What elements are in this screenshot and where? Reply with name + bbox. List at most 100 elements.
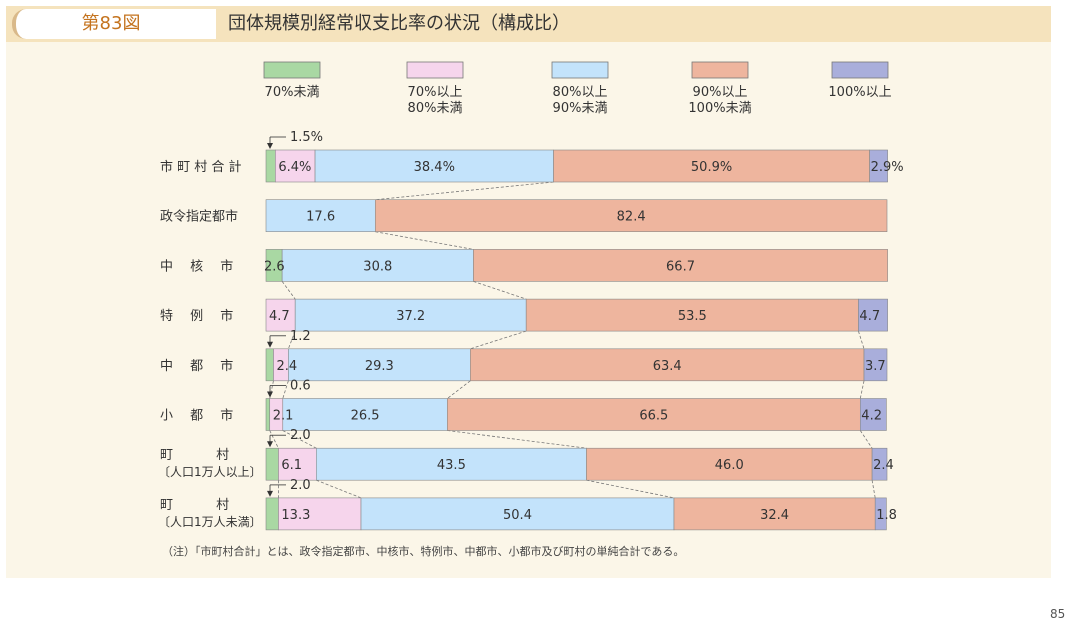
bar-value-label: 43.5: [437, 458, 466, 473]
bar-value-label: 3.7: [865, 359, 886, 374]
connector-line: [586, 479, 675, 499]
bar-value-label: 37.2: [396, 309, 425, 324]
bar-segment: [871, 447, 888, 481]
callout-arrow-head: [267, 341, 273, 348]
bar-value-label: 46.0: [715, 458, 744, 473]
connector-line: [375, 181, 554, 201]
bar-segment: [374, 199, 888, 232]
callout-arrow-head: [267, 391, 273, 398]
bar-value-label: 4.2: [861, 409, 882, 424]
connector-line: [282, 430, 317, 449]
bar-value-label: 29.3: [365, 359, 394, 374]
legend-swatch-3: [551, 61, 609, 79]
bar-segment: [265, 149, 276, 183]
chart-panel: [6, 6, 1051, 578]
connector-line: [858, 330, 865, 349]
bar-segment: [874, 497, 887, 531]
bar-segment: [275, 149, 316, 183]
connector-line: [473, 281, 527, 300]
bar-value-label: 2.4: [873, 458, 894, 473]
connector-line: [269, 430, 279, 449]
bar-segment: [281, 249, 474, 282]
bar-value-label: 2.1: [273, 409, 294, 424]
callout-value-label: 2.0: [290, 428, 311, 443]
bar-segment: [265, 199, 376, 232]
category-label: 中 都 市: [160, 358, 233, 374]
category-label: 町 村: [160, 448, 229, 463]
figure-number-tab: 第83図: [12, 9, 216, 39]
bar-segment: [858, 298, 888, 332]
legend-swatch-5: [831, 61, 889, 79]
bar-value-label: 32.4: [760, 508, 789, 523]
callout-arrow-head: [267, 441, 273, 448]
bar-segment: [278, 497, 362, 531]
category-label: 特 例 市: [160, 308, 233, 324]
bar-segment: [265, 447, 279, 481]
bar-segment: [294, 298, 527, 332]
bar-segment: [525, 298, 859, 332]
bar-value-label: 66.7: [666, 259, 695, 274]
bar-segment: [447, 398, 861, 431]
callout-value-label: 0.6: [290, 379, 311, 394]
footnote: （注）「市町村合計」とは、政令指定都市、中核市、特例市、中都市、小都市及び町村の…: [162, 545, 685, 558]
category-label: 政令指定都市: [160, 209, 238, 225]
legend-label: 70%未満: [265, 85, 320, 100]
legend-swatch-1: [263, 61, 321, 79]
bar-value-label: 63.4: [653, 359, 682, 374]
legend-swatch-4: [691, 61, 749, 79]
bar-value-label: 13.3: [281, 508, 310, 523]
figure-title: 団体規模別経常収支比率の状況（構成比）: [228, 13, 570, 34]
bar-value-label: 6.1: [281, 458, 302, 473]
category-label: 小 都 市: [160, 408, 233, 424]
category-sublabel: 〔人口1万人以上〕: [158, 465, 262, 479]
bar-value-label: 17.6: [306, 210, 335, 225]
connector-line: [282, 380, 289, 399]
legend-label: 80%以上: [553, 85, 608, 100]
bar-segment: [863, 348, 888, 382]
bar-segment: [278, 447, 317, 481]
bar-value-label: 26.5: [351, 409, 380, 424]
connector-line: [281, 281, 296, 300]
bar-value-label: 4.7: [859, 309, 880, 324]
category-label: 市 町 村 合 計: [160, 159, 242, 175]
connector-line: [447, 430, 587, 449]
legend-swatch-2: [406, 61, 464, 79]
bar-segment: [673, 497, 876, 531]
callout-arrow-head: [267, 490, 273, 497]
bar-segment: [316, 447, 587, 481]
connector-line: [287, 330, 296, 349]
page-number: 85: [1050, 607, 1066, 621]
connector-line: [316, 479, 362, 499]
category-sublabel: 〔人口1万人未満〕: [158, 515, 262, 529]
bar-segment: [869, 149, 888, 183]
bar-value-label: 50.9%: [691, 160, 732, 175]
bar-segment: [360, 497, 675, 531]
bar-segment: [553, 149, 870, 183]
category-label: 町 村: [160, 498, 229, 513]
bar-value-label: 1.8: [876, 508, 897, 523]
bar-value-label: 82.4: [617, 210, 646, 225]
legend-label: 80%未満: [408, 101, 463, 116]
legend-label: 100%未満: [688, 101, 751, 116]
bar-value-label: 2.6: [264, 259, 285, 274]
callout-value-label: 1.5%: [290, 130, 323, 145]
bar-value-label: 38.4%: [414, 160, 455, 175]
connector-line: [470, 330, 527, 350]
callout-arrow-head: [267, 143, 273, 149]
bar-segment: [470, 348, 865, 382]
bar-value-label: 2.4: [276, 359, 297, 374]
bar-value-label: 4.7: [269, 309, 290, 324]
legend-label: 90%未満: [553, 101, 608, 116]
figure-number: 第83図: [81, 13, 141, 34]
bar-segment: [265, 497, 279, 531]
bar-segment: [473, 249, 888, 282]
bar-segment: [586, 447, 873, 481]
connector-line: [375, 231, 474, 250]
bar-value-label: 50.4: [503, 508, 532, 523]
bar-value-label: 6.4%: [278, 160, 311, 175]
connector-line: [859, 430, 873, 449]
category-label: 中 核 市: [160, 258, 233, 274]
bar-value-label: 66.5: [639, 409, 668, 424]
callout-value-label: 2.0: [290, 478, 311, 493]
